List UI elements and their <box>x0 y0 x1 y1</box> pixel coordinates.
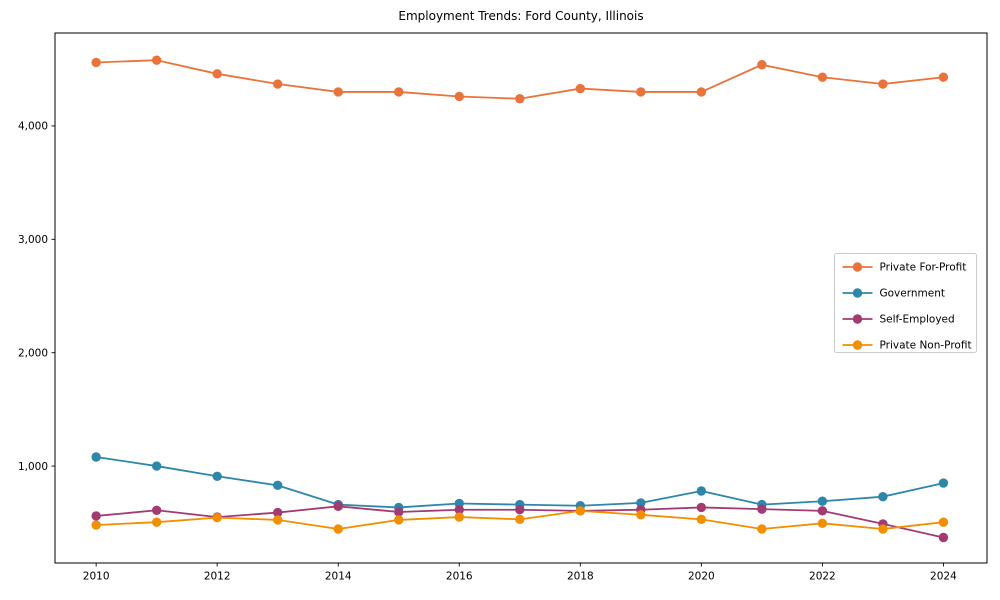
legend: Private For-Profit Government Self-Employe… <box>834 253 977 353</box>
data-point-private-for-profit-2017 <box>515 94 525 104</box>
data-point-self-employed-2013 <box>273 507 283 518</box>
x-tick-label: 2024 <box>930 571 957 583</box>
data-point-private-for-profit-2015 <box>394 87 404 97</box>
data-point-government-2013 <box>273 480 283 491</box>
data-point-private-for-profit-2024 <box>938 72 949 82</box>
legend-label: Private For-Profit <box>880 262 967 274</box>
data-point-private-non-profit-2010 <box>91 520 101 530</box>
x-axis: 2010 2012 2014 2016 2018 2020 2022 2024 <box>83 563 957 583</box>
x-tick-label: 2014 <box>325 571 352 583</box>
series-private-for-profit <box>91 55 949 104</box>
legend-item-private-for-profit: Private For-Profit <box>842 262 967 274</box>
data-point-private-for-profit-2011 <box>151 55 162 65</box>
series-private-non-profit <box>91 506 949 534</box>
data-point-private-for-profit-2010 <box>91 57 101 68</box>
data-point-self-employed-2022 <box>817 506 828 516</box>
legend-marker-icon <box>852 314 863 324</box>
legend-box <box>834 253 977 353</box>
data-point-private-for-profit-2013 <box>273 79 283 89</box>
data-point-private-non-profit-2012 <box>212 512 222 523</box>
data-point-self-employed-2011 <box>151 505 162 515</box>
data-point-private-non-profit-2023 <box>878 524 888 534</box>
x-tick-label: 2018 <box>567 571 594 583</box>
data-point-government-2024 <box>938 478 949 488</box>
data-point-private-for-profit-2020 <box>696 87 707 97</box>
x-tick-label: 2010 <box>83 571 110 583</box>
data-point-self-employed-2021 <box>757 504 767 514</box>
x-tick-label: 2022 <box>809 571 836 583</box>
legend-label: Private Non-Profit <box>880 340 972 352</box>
data-point-government-2012 <box>212 471 222 481</box>
data-point-government-2020 <box>696 486 707 496</box>
data-point-self-employed-2016 <box>454 505 464 515</box>
y-axis: 1,000 2,000 3,000 4,000 <box>18 121 55 473</box>
y-tick-label: 1,000 <box>18 461 48 473</box>
legend-marker-icon <box>852 340 863 350</box>
data-point-self-employed-2017 <box>515 505 525 515</box>
data-point-government-2022 <box>817 496 828 506</box>
data-point-private-for-profit-2014 <box>333 87 343 97</box>
y-tick-label: 3,000 <box>18 234 48 246</box>
data-point-private-non-profit-2011 <box>151 517 162 527</box>
data-point-government-2011 <box>151 461 162 471</box>
data-point-self-employed-2024 <box>938 532 949 543</box>
data-point-private-for-profit-2018 <box>575 83 586 94</box>
data-point-private-for-profit-2023 <box>878 79 888 89</box>
series-line-government <box>96 456 944 509</box>
legend-label: Self-Employed <box>880 314 955 326</box>
data-point-private-non-profit-2017 <box>515 514 525 525</box>
data-point-government-2023 <box>878 491 888 502</box>
data-point-private-for-profit-2016 <box>454 91 464 102</box>
data-point-private-for-profit-2022 <box>817 72 828 82</box>
data-point-private-for-profit-2019 <box>636 87 646 97</box>
legend-item-self-employed: Self-Employed <box>842 314 955 326</box>
legend-label: Government <box>880 288 945 300</box>
y-tick-label: 4,000 <box>18 121 48 133</box>
chart-title: Employment Trends: Ford County, Illinois <box>398 9 644 23</box>
data-point-private-for-profit-2012 <box>212 69 222 79</box>
legend-item-private-non-profit: Private Non-Profit <box>842 340 972 352</box>
x-tick-label: 2020 <box>688 571 715 583</box>
y-tick-label: 2,000 <box>18 347 48 359</box>
data-point-government-2019 <box>636 498 646 508</box>
data-point-private-for-profit-2021 <box>757 60 767 70</box>
data-point-government-2010 <box>91 452 101 462</box>
x-tick-label: 2012 <box>204 571 231 583</box>
data-point-private-non-profit-2016 <box>454 512 464 522</box>
data-point-private-non-profit-2020 <box>696 514 707 525</box>
data-point-self-employed-2010 <box>91 511 101 521</box>
data-point-private-non-profit-2022 <box>817 518 828 529</box>
data-point-private-non-profit-2014 <box>333 524 343 534</box>
plot-frame <box>54 32 988 564</box>
series-government <box>91 452 949 513</box>
data-point-private-non-profit-2021 <box>757 524 767 534</box>
data-point-private-non-profit-2015 <box>394 515 404 525</box>
series-line-private-for-profit <box>96 59 944 100</box>
legend-item-government: Government <box>842 288 945 300</box>
data-point-self-employed-2020 <box>696 502 707 513</box>
legend-marker-icon <box>852 288 863 298</box>
legend-marker-icon <box>852 262 863 272</box>
data-point-private-non-profit-2013 <box>273 515 283 525</box>
x-tick-label: 2016 <box>446 571 473 583</box>
data-point-private-non-profit-2018 <box>575 506 586 516</box>
data-point-self-employed-2014 <box>333 501 343 512</box>
data-point-private-non-profit-2024 <box>938 517 949 527</box>
data-point-self-employed-2015 <box>394 507 404 517</box>
data-point-private-non-profit-2019 <box>636 510 646 520</box>
